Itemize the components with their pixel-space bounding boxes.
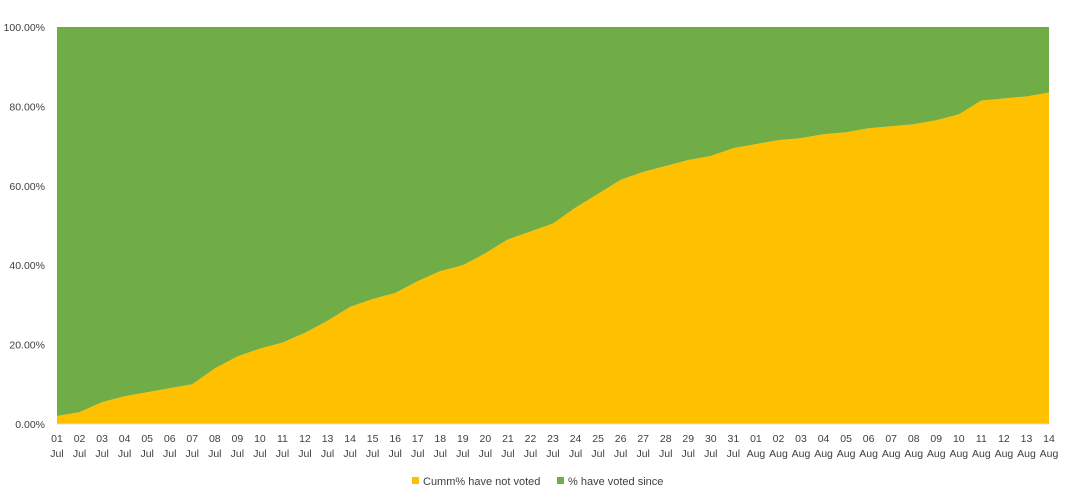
y-tick-label: 40.00% [9,260,45,272]
x-tick-label: 06 Jul [163,433,176,460]
x-tick-label: 30 Jul [704,433,717,460]
x-tick-label: 08 Jul [208,433,221,460]
x-tick-label: 05 Aug [837,433,856,460]
x-tick-label: 18 Jul [434,433,447,460]
y-tick-label: 20.00% [9,340,45,352]
area-series-not-voted [57,92,1049,424]
legend-label-not-voted: Cumm% have not voted [423,476,540,488]
x-tick-label: 21 Jul [501,433,514,460]
x-tick-label: 06 Aug [859,433,878,460]
y-tick-label: 100.00% [4,22,45,34]
x-tick-label: 07 Aug [882,433,901,460]
x-tick-label: 12 Jul [298,433,311,460]
x-tick-label: 19 Jul [456,433,469,460]
x-tick-label: 28 Jul [659,433,672,460]
x-tick-label: 07 Jul [186,433,199,460]
legend: Cumm% have not voted % have voted since [412,476,663,488]
legend-swatch-not-voted [412,477,419,484]
y-tick-label: 60.00% [9,181,45,193]
x-tick-label: 08 Aug [904,433,923,460]
legend-swatch-voted-since [557,477,564,484]
x-tick-label: 15 Jul [366,433,379,460]
legend-label-voted-since: % have voted since [568,476,663,488]
x-tick-label: 01 Aug [747,433,766,460]
x-tick-label: 01 Jul [50,433,63,460]
x-tick-label: 03 Jul [95,433,108,460]
x-tick-label: 02 Aug [769,433,788,460]
x-tick-label: 22 Jul [524,433,537,460]
plot-areas [57,27,1049,424]
x-tick-label: 09 Jul [231,433,244,460]
x-tick-label: 13 Jul [321,433,334,460]
x-tick-label: 23 Jul [546,433,559,460]
x-tick-label: 10 Aug [949,433,968,460]
x-tick-label: 03 Aug [792,433,811,460]
x-axis: 01 Jul 02 Jul 03 Jul 04 Jul 05 Jul 06 Jul 07 Jul 08 Jul… [50,423,1059,460]
x-tick-label: 27 Jul [636,433,649,460]
x-tick-label: 25 Jul [591,433,604,460]
x-tick-label: 11 Aug [972,433,991,460]
x-tick-label: 13 Aug [1017,433,1036,460]
x-tick-label: 05 Jul [140,433,153,460]
x-tick-label: 04 Aug [814,433,833,460]
y-axis: 0.00% 20.00% 40.00% 60.00% 80.00% 100.00% [4,22,45,431]
x-tick-label: 14 Aug [1040,433,1059,460]
x-tick-label: 26 Jul [614,433,627,460]
x-tick-label: 14 Jul [343,433,356,460]
x-tick-label: 20 Jul [479,433,492,460]
x-tick-label: 12 Aug [995,433,1014,460]
y-tick-label: 80.00% [9,101,45,113]
y-tick-label: 0.00% [15,419,45,431]
x-tick-label: 16 Jul [388,433,401,460]
area-series-voted-since [57,27,1049,417]
x-tick-label: 04 Jul [118,433,131,460]
x-tick-label: 17 Jul [411,433,424,460]
x-tick-label: 09 Aug [927,433,946,460]
x-tick-label: 02 Jul [73,433,86,460]
x-tick-label: 31 Jul [727,433,740,460]
x-tick-label: 24 Jul [569,433,582,460]
x-tick-label: 11 Jul [276,433,289,460]
x-tick-label: 10 Jul [253,433,266,460]
x-tick-label: 29 Jul [682,433,695,460]
